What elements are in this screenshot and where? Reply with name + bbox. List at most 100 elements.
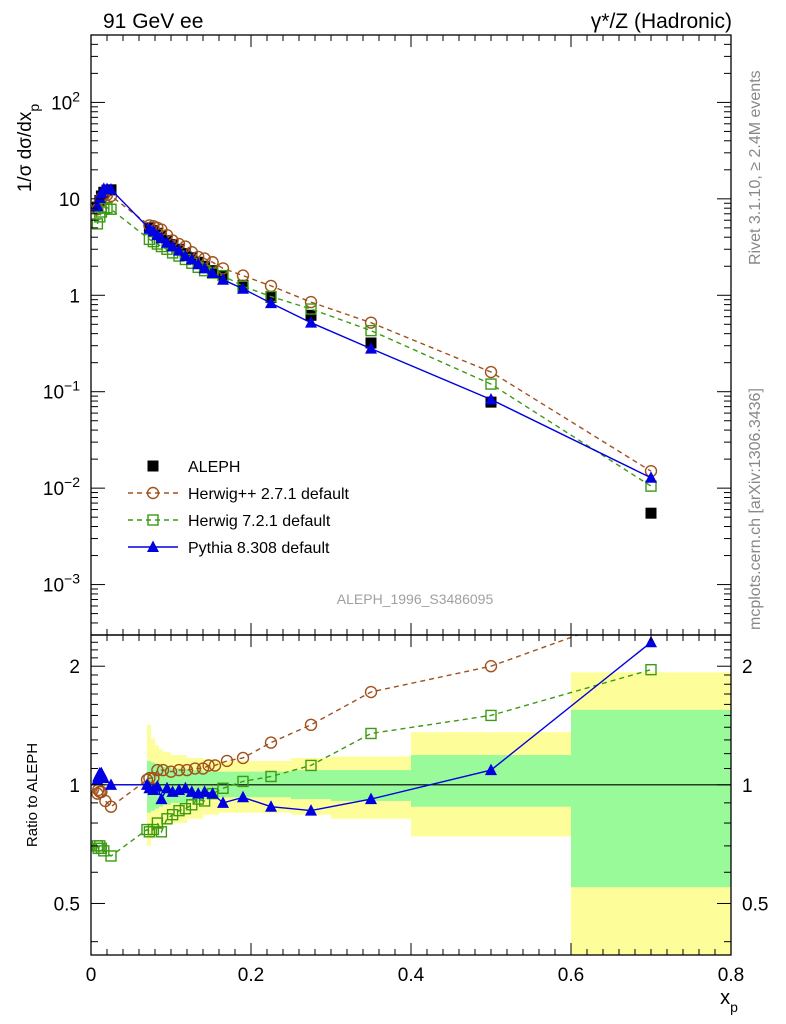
ratio-data-point: [365, 792, 377, 805]
main-data-point: [645, 471, 657, 483]
legend-marker: [147, 514, 159, 526]
ratio-data-point: [202, 759, 215, 772]
ratio-data-point: [105, 778, 117, 790]
ratio-y-tick-label-right: 0.5: [742, 894, 768, 915]
y-tick-label: 102: [51, 88, 80, 114]
main-data-point: [166, 240, 179, 252]
legend-label: Herwig++ 2.7.1 default: [188, 486, 350, 503]
ratio-data-point: [645, 635, 657, 648]
main-data-point: [161, 236, 173, 248]
ratio-data-point: [198, 785, 211, 797]
main-data-point: [645, 507, 657, 519]
main-data-point: [198, 261, 211, 274]
main-data-point: [105, 203, 117, 215]
y-tick-label: 10−2: [43, 474, 80, 500]
main-data-point: [105, 182, 117, 195]
x-tick-label: 0.4: [398, 965, 425, 986]
axes: 0 0.2 0.4 0.6 0.8 10−3 10−2 10−1 1 10 102 0.5 0.5 1 1 2…: [43, 34, 768, 986]
ratio-data-point: [237, 775, 249, 788]
ratio-data-point: [95, 842, 108, 855]
ratio-data-point: [208, 759, 222, 772]
ratio-data-point: [173, 804, 185, 817]
ratio-data-point: [147, 823, 160, 836]
ratio-data-point: [365, 727, 377, 740]
ratio-data-point: [220, 754, 234, 768]
ratio-data-point: [166, 808, 179, 821]
ratio-data-point: [237, 790, 249, 803]
main-data-point: [155, 231, 168, 244]
header-left-label: 91 GeV ee: [103, 10, 203, 33]
ratio-data-point: [305, 804, 317, 816]
ratio-data-point: [305, 759, 317, 772]
y-tick-label: 10: [59, 190, 80, 211]
main-data-point: [364, 316, 378, 329]
mcplots-label: mcplots.cern.ch [arXiv:1306.3436]: [747, 388, 764, 630]
ratio-data-point: [217, 796, 229, 808]
x-axis-label: xp: [720, 987, 738, 1015]
legend-marker: [147, 460, 159, 472]
main-data-point: [217, 273, 229, 285]
ratio-uncertainty-bands: [147, 672, 731, 955]
ratio-data-point: [179, 781, 192, 794]
band-inner: [571, 709, 731, 888]
x-tick-label: 0.8: [718, 965, 744, 986]
analysis-label: ALEPH_1996_S3486095: [337, 591, 494, 607]
legend-label: Pythia 8.308 default: [188, 540, 330, 557]
main-data-point: [485, 393, 497, 405]
ratio-data-point: [485, 709, 497, 722]
main-data-point: [305, 303, 317, 315]
ratio-y-tick-label: 0.5: [54, 894, 80, 915]
main-data-point: [305, 316, 317, 328]
main-data-point: [237, 282, 249, 294]
ratio-data-point: [188, 762, 202, 775]
rivet-version-label: Rivet 3.1.10, ≥ 2.4M events: [747, 70, 764, 265]
main-series-line: [96, 188, 652, 479]
ratio-data-point: [217, 782, 229, 794]
ratio-data-point: [105, 850, 117, 862]
ratio-data-point: [364, 685, 378, 699]
band-inner: [411, 755, 571, 807]
ratio-data-point: [151, 763, 164, 777]
ratio-data-point: [155, 792, 168, 805]
main-data-point: [91, 218, 104, 230]
legend: ALEPH Herwig++ 2.7.1 default Herwig 7.2.1 …: [128, 459, 350, 557]
x-tick-label: 0.2: [238, 965, 264, 986]
ratio-data-point: [264, 736, 278, 749]
ratio-data-point: [143, 826, 156, 838]
main-data-point: [192, 257, 205, 270]
ratio-data-point: [206, 787, 219, 799]
legend-marker: [147, 540, 159, 552]
main-data-point: [179, 249, 192, 262]
ratio-data-point: [304, 718, 318, 732]
header-right-label: γ*/Z (Hadronic): [591, 10, 732, 33]
main-data-point: [173, 244, 185, 256]
ratio-series-line: [96, 635, 580, 808]
main-data-point: [101, 201, 113, 214]
band-inner: [159, 765, 163, 807]
main-data-point: [365, 342, 377, 354]
main-data-point: [305, 309, 317, 321]
legend-marker: [146, 486, 160, 500]
y-tick-label: 10−3: [43, 571, 80, 597]
ratio-data-point: [156, 763, 170, 777]
ratio-data-point: [179, 802, 192, 815]
main-data-point: [265, 296, 277, 309]
main-series-line: [96, 194, 652, 472]
main-data-point: [236, 269, 250, 282]
ratio-data-point: [97, 771, 110, 784]
ratio-data-point: [484, 660, 498, 673]
main-frame: [90, 34, 732, 636]
main-data-point: [484, 365, 498, 379]
ratio-y-tick-label: 2: [69, 657, 80, 678]
ratio-series-2: [91, 635, 657, 816]
x-tick-label: 0: [86, 965, 97, 986]
ratio-data-point: [104, 800, 118, 813]
main-panel-series: [91, 182, 658, 519]
legend-label: Herwig 7.2.1 default: [188, 513, 331, 530]
ratio-data-point: [236, 751, 250, 765]
main-series-1: [91, 188, 658, 478]
ratio-data-point: [646, 603, 657, 614]
ratio-data-point: [645, 663, 657, 676]
ratio-data-point: [141, 823, 153, 836]
